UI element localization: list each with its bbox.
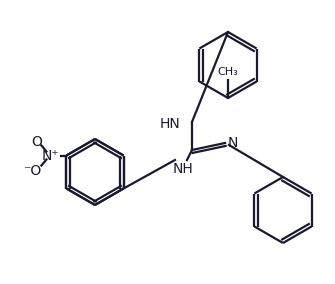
Text: ⁻O: ⁻O	[23, 164, 42, 178]
Text: O: O	[31, 135, 42, 149]
Text: HN: HN	[159, 117, 180, 131]
Text: NH: NH	[173, 162, 194, 176]
Text: N: N	[228, 136, 238, 150]
Text: N⁺: N⁺	[42, 149, 59, 162]
Text: CH₃: CH₃	[218, 67, 239, 77]
